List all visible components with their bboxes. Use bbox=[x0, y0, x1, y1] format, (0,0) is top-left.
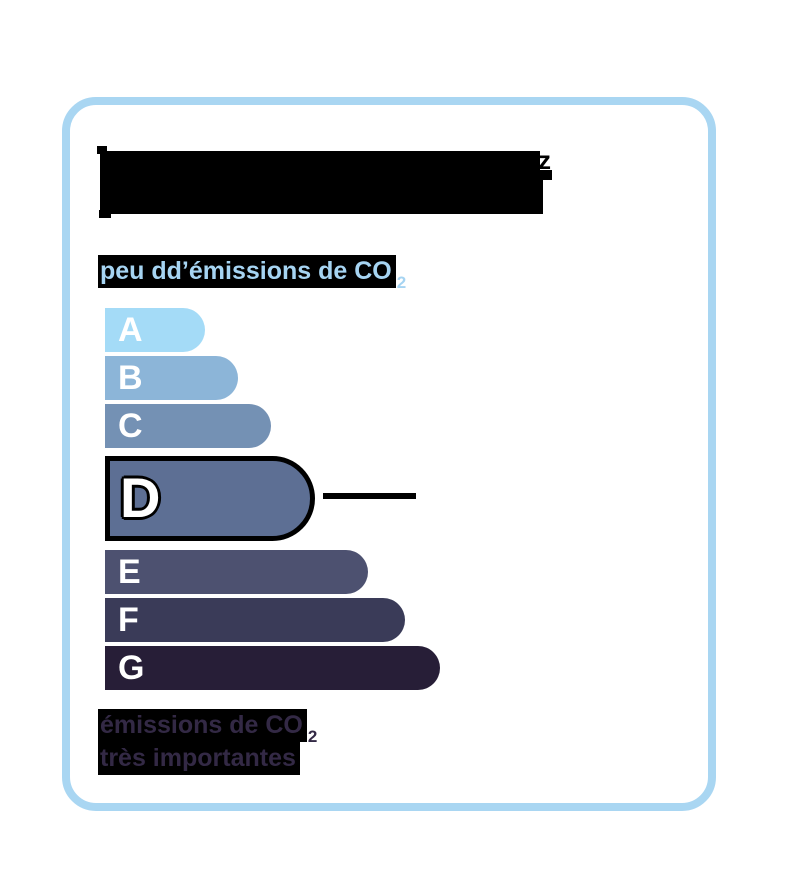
obscured-title-line-2 bbox=[100, 178, 543, 214]
ges-label-card bbox=[62, 97, 716, 811]
grade-letter-f: F bbox=[118, 601, 139, 639]
scale-bar-b: B bbox=[105, 356, 238, 400]
scale-bar-d-selected: D bbox=[105, 456, 315, 541]
scale-bar-e: E bbox=[105, 550, 368, 594]
obscured-title-fragment bbox=[539, 170, 552, 180]
co2-subscript: 2 bbox=[307, 727, 318, 746]
obscured-title-fragment bbox=[97, 146, 107, 154]
scale-bar-g: G bbox=[105, 646, 440, 690]
low-emissions-caption: peu dd’émissions de CO 2 bbox=[98, 255, 407, 292]
grade-letter-e: E bbox=[118, 553, 141, 591]
grade-letter-d: D bbox=[120, 466, 161, 529]
scale-bar-f: F bbox=[105, 598, 405, 642]
grade-letter-a: A bbox=[118, 311, 143, 349]
high-emissions-caption-line-2: très importantes bbox=[98, 742, 317, 775]
co2-subscript: 2 bbox=[396, 273, 407, 292]
high-emissions-caption-text-1: émissions de CO bbox=[98, 709, 307, 742]
high-emissions-caption: émissions de CO 2 très importantes bbox=[98, 709, 317, 775]
high-emissions-caption-text-2: très importantes bbox=[98, 742, 300, 775]
grade-letter-g: G bbox=[118, 649, 145, 687]
grade-letter-c: C bbox=[118, 407, 143, 445]
selected-grade-pointer-line bbox=[323, 493, 416, 499]
scale-bar-c: C bbox=[105, 404, 271, 448]
high-emissions-caption-line-1: émissions de CO 2 bbox=[98, 709, 317, 746]
obscured-title-fragment bbox=[99, 210, 111, 218]
grade-letter-b: B bbox=[118, 359, 143, 397]
low-emissions-caption-text: peu dd’émissions de CO bbox=[98, 255, 396, 288]
scale-bar-a: A bbox=[105, 308, 205, 352]
title-trailing-char: z bbox=[538, 145, 551, 175]
obscured-title-line-1 bbox=[100, 151, 540, 183]
